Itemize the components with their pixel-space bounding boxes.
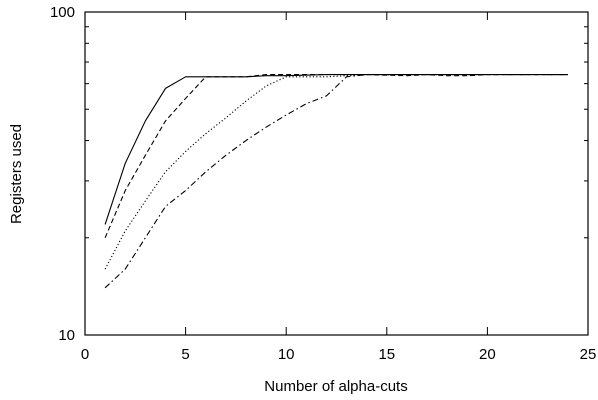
- y-tick-label: 10: [58, 327, 75, 344]
- x-tick-label: 0: [81, 346, 89, 363]
- series-line-dashed: [105, 75, 568, 238]
- y-tick-label: 100: [50, 4, 75, 21]
- series-line-dash-dot: [105, 75, 568, 288]
- series-layer: [105, 75, 568, 288]
- series-line-dotted: [105, 75, 568, 269]
- x-tick-label: 10: [278, 346, 295, 363]
- ticks-layer: 0 5 10 15 20 25 10 100: [50, 4, 596, 363]
- x-tick-label: 20: [479, 346, 496, 363]
- y-axis-label: Registers used: [8, 124, 25, 224]
- series-line-solid: [105, 75, 568, 225]
- x-axis-label: Number of alpha-cuts: [264, 378, 407, 395]
- x-tick-label: 5: [181, 346, 189, 363]
- x-tick-label: 25: [580, 346, 597, 363]
- x-tick-label: 15: [378, 346, 395, 363]
- plot-frame: [85, 12, 588, 335]
